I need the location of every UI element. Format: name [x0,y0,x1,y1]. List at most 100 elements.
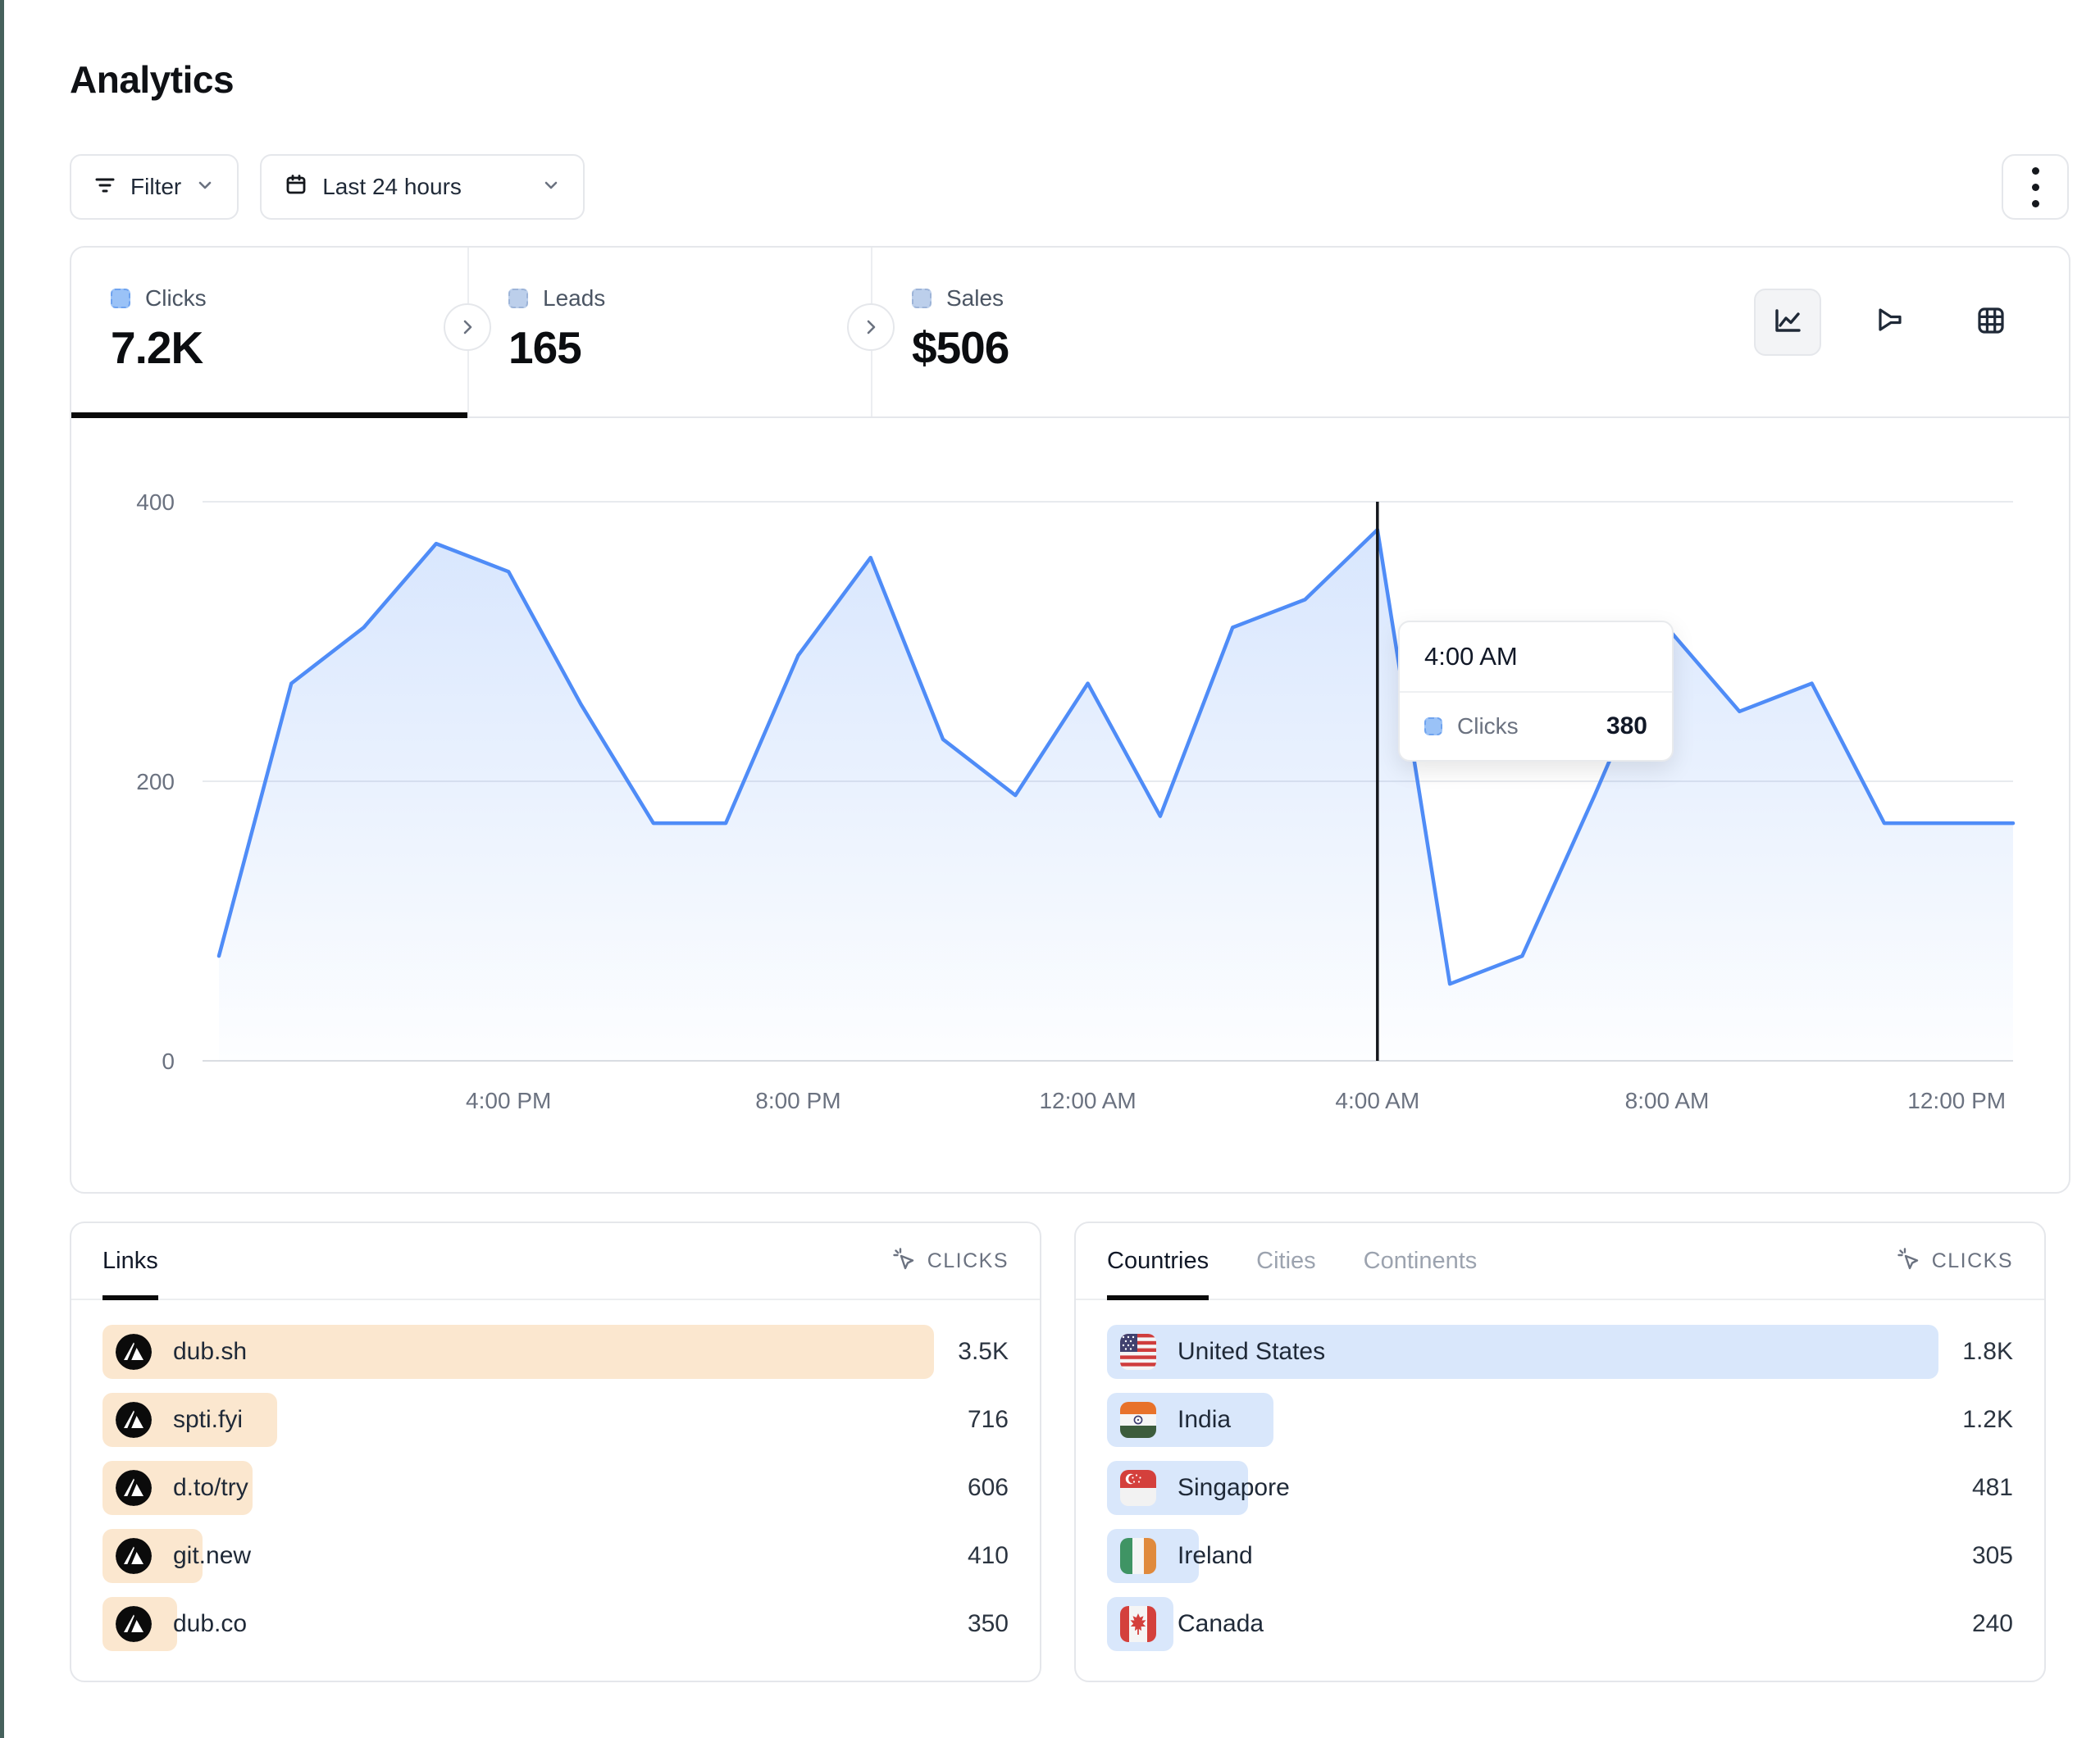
filter-button[interactable]: Filter [70,154,239,220]
calendar-icon [285,173,307,202]
tab-links[interactable]: Links [102,1223,158,1300]
list-item[interactable]: git.new 410 [102,1529,1009,1583]
flag-sg-icon [1120,1470,1156,1506]
tab-leads[interactable]: Leads 165 [467,248,871,416]
countries-clicks-header-label: CLICKS [1931,1249,2013,1272]
filter-icon [94,174,116,201]
tooltip-time: 4:00 AM [1424,642,1518,671]
clicks-value: 7.2K [111,322,203,373]
y-axis-label: 400 [136,489,175,515]
countries-clicks-header[interactable]: CLICKS [1896,1246,2013,1276]
grid-icon [1975,304,2007,341]
sales-label: Sales [946,285,1004,311]
dub-logo-icon [116,1606,152,1642]
leads-legend-swatch [508,289,528,308]
row-label: git.new [173,1542,252,1569]
x-axis-label: 12:00 PM [1907,1088,2006,1113]
row-value: 1.2K [1962,1406,2013,1433]
links-clicks-header-label: CLICKS [927,1249,1009,1272]
list-item[interactable]: d.to/try 606 [102,1461,1009,1515]
dub-logo-icon [116,1538,152,1574]
list-item[interactable]: India 1.2K [1107,1393,2013,1447]
leads-label: Leads [543,285,606,311]
links-list: dub.sh 3.5K spti.fyi 716 d.to/try 606 git.new 4… [71,1300,1040,1651]
metric-tabs-row: Clicks 7.2K Leads 165 Sales $506 [71,248,2069,418]
list-item[interactable]: Ireland 305 [1107,1529,2013,1583]
list-item[interactable]: Singapore 481 [1107,1461,2013,1515]
tab-sales[interactable]: Sales $506 [871,248,2069,416]
x-axis-labels: 4:00 PM 8:00 PM 12:00 AM 4:00 AM 8:00 AM 12:0… [466,1088,2006,1113]
toolbar: Filter Last 24 hours [70,154,585,220]
tooltip-clicks-swatch [1424,717,1442,735]
more-options-button[interactable] [2002,154,2069,220]
value-bar [1107,1325,1938,1379]
list-item[interactable]: United States 1.8K [1107,1325,2013,1379]
x-axis-label: 8:00 AM [1625,1088,1710,1113]
cursor-click-icon [1896,1246,1920,1276]
row-label: dub.co [173,1610,248,1637]
countries-list: United States 1.8K India 1.2K Singapore 481 Ir… [1076,1300,2044,1651]
dub-logo-icon [116,1334,152,1370]
row-label: Ireland [1178,1542,1253,1569]
clicks-line [216,527,2016,986]
links-clicks-header[interactable]: CLICKS [891,1246,1009,1276]
funnel-view-button[interactable] [1856,289,1923,356]
flag-ca-icon [1120,1606,1156,1642]
date-range-label: Last 24 hours [322,174,462,199]
dub-logo-icon [116,1470,152,1506]
expand-sales-button[interactable] [847,303,895,351]
sales-value: $506 [912,322,1009,373]
tooltip-metric-value: 380 [1606,712,1647,739]
kebab-icon [2031,166,2039,175]
tab-countries[interactable]: Countries [1107,1223,1209,1300]
row-value: 350 [967,1610,1009,1637]
list-item[interactable]: dub.co 350 [102,1597,1009,1651]
row-value: 305 [1971,1542,2013,1569]
chart-view-switcher [1754,289,2025,356]
cursor-click-icon [891,1246,916,1276]
chevron-down-icon [196,174,214,200]
tab-cities[interactable]: Cities [1256,1247,1316,1274]
expand-leads-button[interactable] [444,303,491,351]
row-value: 716 [967,1406,1009,1433]
leads-value: 165 [508,322,582,373]
filter-button-label: Filter [130,174,182,199]
x-axis-label: 8:00 PM [755,1088,840,1113]
row-label: dub.sh [173,1338,248,1365]
x-axis-label: 4:00 AM [1335,1088,1419,1113]
clicks-label: Clicks [145,285,207,311]
row-label: spti.fyi [173,1406,244,1433]
list-item[interactable]: dub.sh 3.5K [102,1325,1009,1379]
y-axis-label: 0 [162,1049,175,1074]
tab-clicks[interactable]: Clicks 7.2K [71,248,467,416]
line-chart-view-button[interactable] [1754,289,1821,356]
list-item[interactable]: Canada 240 [1107,1597,2013,1651]
row-label: United States [1178,1338,1326,1365]
list-item[interactable]: spti.fyi 716 [102,1393,1009,1447]
chevron-down-icon [542,174,560,200]
table-view-button[interactable] [1957,289,2025,356]
tooltip-metric-label: Clicks [1457,713,1519,739]
countries-panel: Countries Cities Continents CLICKS Unite… [1074,1222,2046,1682]
row-value: 240 [1971,1610,2013,1637]
active-tab-underline [71,412,467,418]
row-value: 606 [967,1474,1009,1501]
sales-legend-swatch [912,289,932,308]
row-label: Canada [1178,1610,1264,1637]
clicks-legend-swatch [111,289,130,308]
tab-continents[interactable]: Continents [1363,1247,1478,1274]
y-axis-label: 200 [136,769,175,794]
links-panel: Links CLICKS dub.sh 3.5K spti.fyi 716 d.to/t… [70,1222,1041,1682]
row-value: 481 [1971,1474,2013,1501]
flag-in-icon [1120,1402,1156,1438]
clicks-area-chart[interactable]: 0 200 400 4:00 PM 8:00 PM 12:00 AM 4:00 AM 8:0… [71,418,2069,1194]
x-axis-label: 4:00 PM [466,1088,551,1113]
date-range-button[interactable]: Last 24 hours [260,154,585,220]
analytics-card: Clicks 7.2K Leads 165 Sales $506 [70,246,2070,1194]
row-value: 3.5K [958,1338,1009,1365]
y-axis-labels: 0 200 400 [136,489,175,1074]
dub-logo-icon [116,1402,152,1438]
row-label: d.to/try [173,1474,248,1501]
page-title: Analytics [70,58,235,101]
